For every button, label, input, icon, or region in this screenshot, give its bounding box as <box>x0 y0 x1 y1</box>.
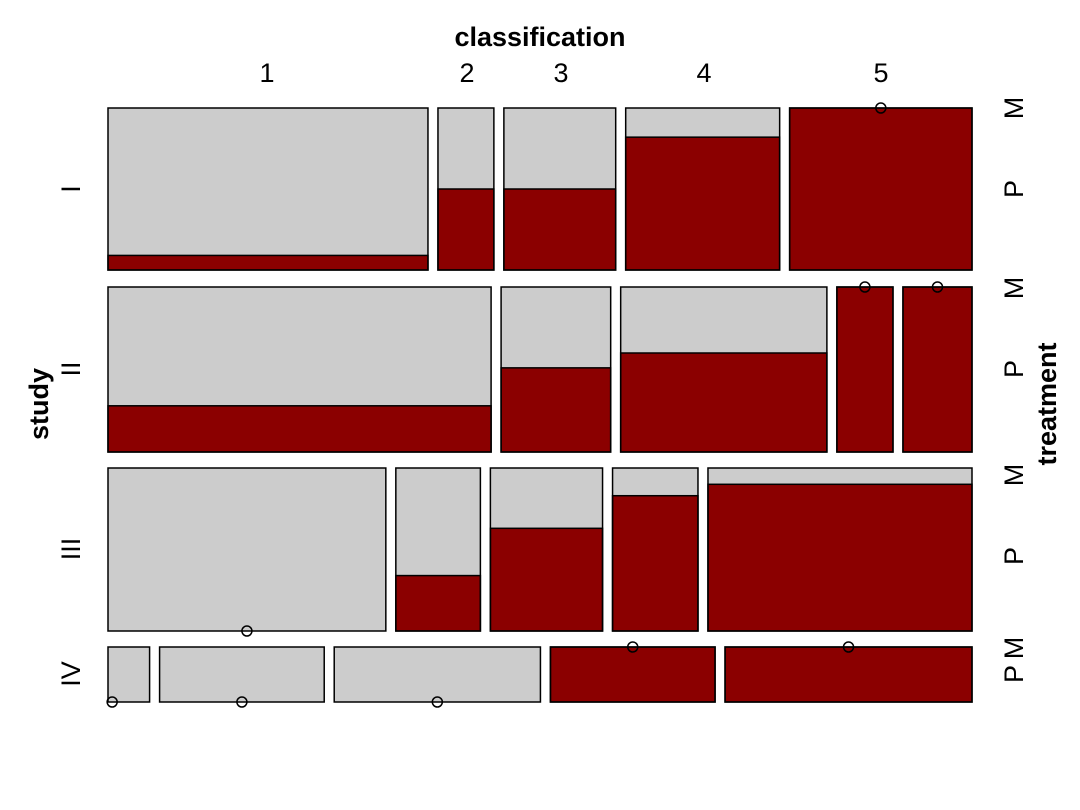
row-label-I: I <box>56 185 86 193</box>
mosaic-tiles <box>107 107 973 703</box>
col-label-5: 5 <box>873 58 888 88</box>
tile-II-5-P <box>836 286 894 453</box>
tile-IV-5-P <box>724 646 973 703</box>
tile-I-3-P <box>503 188 617 271</box>
col-label-4: 4 <box>696 58 711 88</box>
split-label-P-II: P <box>999 360 1029 378</box>
col-label-3: 3 <box>553 58 568 88</box>
col-label-2: 2 <box>459 58 474 88</box>
tile-III-5-P <box>707 483 973 632</box>
zero-marker-M-II-6 <box>931 281 944 293</box>
zero-marker-M-IV-4 <box>626 641 639 653</box>
split-label-M-I: M <box>999 97 1029 120</box>
tile-outline-II-5 <box>836 286 894 453</box>
zero-markers <box>106 102 944 708</box>
tile-IV-3-M <box>334 647 541 702</box>
split-label-P-III: P <box>999 547 1029 565</box>
chart-title: classification <box>454 22 625 52</box>
tile-II-4-P <box>619 352 828 453</box>
tile-outline-I-5 <box>788 107 973 271</box>
zero-marker-M-I-5 <box>875 102 887 114</box>
tile-III-1-M <box>108 468 386 631</box>
zero-marker-P-III-1 <box>241 625 253 637</box>
tile-II-1-P <box>107 405 492 453</box>
tile-outline-II-1 <box>107 286 492 453</box>
tile-III-4-P <box>611 494 699 632</box>
split-axis-label: treatment <box>1032 342 1062 465</box>
tile-IV-4-P <box>549 646 716 703</box>
tile-outline-IV-4 <box>549 646 716 703</box>
split-label-P-IV: P <box>999 665 1029 683</box>
tile-outline-II-6 <box>902 286 973 453</box>
tile-outline-IV-3 <box>333 646 542 703</box>
col-label-1: 1 <box>259 58 274 88</box>
tile-I-1-M <box>108 108 428 270</box>
tile-outline-IV-1 <box>107 646 151 703</box>
tile-outline-III-1 <box>107 467 387 632</box>
tile-II-6-P <box>902 286 973 453</box>
tile-outline-I-1 <box>107 107 429 271</box>
zero-marker-P-IV-1 <box>106 696 118 708</box>
zero-marker-P-IV-3 <box>431 696 444 708</box>
tile-outline-I-3 <box>503 107 617 271</box>
row-axis-label: study <box>24 368 54 440</box>
tile-I-4-P <box>624 136 781 271</box>
tile-IV-2-M <box>159 647 325 702</box>
tile-outline-III-3 <box>489 467 604 632</box>
zero-marker-M-II-5 <box>859 281 871 293</box>
tile-outline-III-4 <box>611 467 699 632</box>
tile-III-2-P <box>395 574 482 632</box>
tile-III-3-P <box>489 527 604 632</box>
tile-outline-IV-5 <box>724 646 973 703</box>
split-label-M-IV: M <box>999 637 1029 660</box>
tile-outline-II-3 <box>500 286 612 453</box>
tile-I-2-P <box>437 188 495 271</box>
tile-outline-III-2 <box>395 467 482 632</box>
tile-I-1-P <box>107 254 429 271</box>
tile-II-3-P <box>500 367 612 453</box>
tile-IV-1-M <box>108 647 150 702</box>
zero-marker-M-IV-5 <box>842 641 855 653</box>
tile-outline-II-4 <box>619 286 828 453</box>
tile-outline-I-4 <box>624 107 781 271</box>
split-label-M-II: M <box>999 277 1029 300</box>
row-label-IV: IV <box>56 661 86 687</box>
split-label-P-I: P <box>999 180 1029 198</box>
row-label-II: II <box>56 361 86 376</box>
split-label-M-III: M <box>999 464 1029 487</box>
tile-outline-I-2 <box>437 107 495 271</box>
row-label-III: III <box>56 538 86 561</box>
tile-outline-IV-2 <box>158 646 325 703</box>
zero-marker-P-IV-2 <box>236 696 248 708</box>
tile-I-5-P <box>788 107 973 271</box>
tile-outline-III-5 <box>707 467 973 632</box>
